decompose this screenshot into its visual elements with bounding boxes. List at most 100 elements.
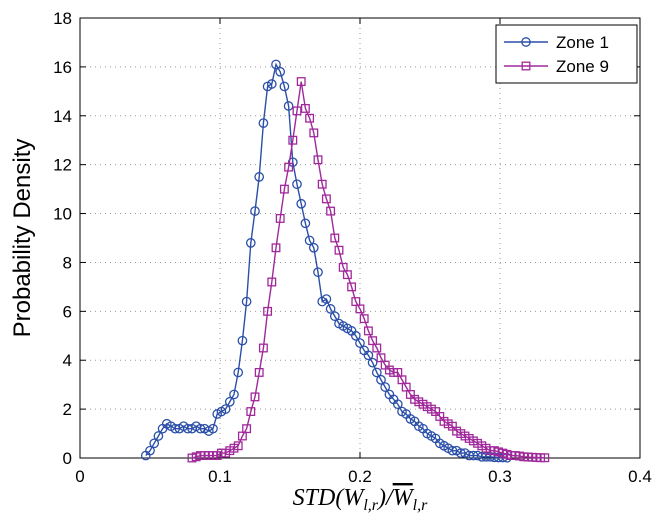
axis-ticks: 0 0.1 0.2 0.3 0.4 0 2 4 6 8 10 12 14 16 18 bbox=[53, 9, 652, 486]
data-point bbox=[540, 453, 550, 463]
y-tick-label: 8 bbox=[63, 253, 72, 272]
data-point bbox=[241, 296, 252, 307]
data-point bbox=[267, 277, 277, 287]
y-tick-label: 6 bbox=[63, 302, 72, 321]
data-point bbox=[305, 113, 315, 123]
data-point bbox=[263, 306, 273, 316]
data-point bbox=[224, 396, 235, 407]
data-point bbox=[275, 213, 285, 223]
series-line bbox=[191, 81, 545, 459]
grid bbox=[80, 18, 640, 458]
x-tick-label: 0.3 bbox=[488, 467, 512, 486]
data-point bbox=[208, 423, 218, 434]
data-point bbox=[182, 423, 193, 434]
legend-label-zone-1: Zone 1 bbox=[556, 33, 609, 52]
data-point bbox=[350, 330, 361, 341]
data-point bbox=[371, 367, 382, 378]
data-point bbox=[258, 343, 268, 353]
series-zone-9 bbox=[187, 77, 550, 463]
data-point bbox=[245, 238, 256, 248]
legend-label-zone-9: Zone 9 bbox=[556, 57, 609, 76]
data-point bbox=[233, 367, 244, 378]
data-point bbox=[326, 206, 336, 216]
data-point bbox=[308, 242, 319, 253]
data-point bbox=[149, 438, 160, 449]
data-point bbox=[266, 79, 277, 89]
legend-marker-zone-1 bbox=[521, 37, 531, 47]
y-tick-label: 16 bbox=[53, 58, 72, 77]
data-point bbox=[279, 184, 289, 194]
x-tick-label: 0 bbox=[75, 467, 84, 486]
y-tick-label: 0 bbox=[63, 449, 72, 468]
data-point bbox=[300, 218, 311, 229]
data-point bbox=[254, 172, 265, 182]
data-point bbox=[271, 243, 281, 253]
data-point bbox=[250, 392, 260, 402]
data-point bbox=[359, 314, 369, 324]
x-tick-label: 0.1 bbox=[208, 467, 232, 486]
data-point bbox=[329, 311, 340, 322]
data-point bbox=[355, 338, 365, 348]
data-point bbox=[455, 448, 466, 458]
data-point bbox=[296, 77, 306, 87]
data-point bbox=[355, 304, 365, 314]
data-point bbox=[376, 374, 386, 385]
series-line bbox=[145, 62, 508, 459]
data-point bbox=[313, 267, 323, 278]
data-point bbox=[292, 106, 302, 116]
data-point bbox=[363, 350, 374, 361]
data-point bbox=[237, 335, 248, 346]
data-point bbox=[447, 445, 458, 456]
data-point bbox=[313, 155, 323, 165]
y-tick-label: 2 bbox=[63, 400, 72, 419]
data-point bbox=[321, 194, 331, 204]
data-point bbox=[220, 404, 231, 414]
data-point bbox=[288, 135, 298, 145]
data-point bbox=[317, 179, 327, 189]
data-point bbox=[342, 270, 352, 280]
data-point bbox=[170, 423, 181, 434]
data-point bbox=[363, 326, 373, 336]
data-point bbox=[195, 423, 206, 434]
data-point bbox=[246, 407, 256, 417]
data-point bbox=[330, 233, 340, 243]
legend-marker-zone-9 bbox=[521, 61, 531, 71]
data-point bbox=[296, 198, 307, 209]
data-point bbox=[300, 103, 310, 113]
legend: Zone 1 Zone 9 bbox=[495, 24, 638, 84]
data-point bbox=[372, 343, 382, 353]
data-point bbox=[380, 382, 391, 392]
data-point bbox=[254, 367, 264, 377]
data-point bbox=[392, 399, 403, 410]
data-point bbox=[242, 424, 252, 434]
data-point bbox=[309, 128, 319, 138]
data-point bbox=[229, 389, 239, 400]
data-point bbox=[283, 101, 294, 111]
data-point bbox=[275, 66, 286, 77]
y-tick-label: 4 bbox=[63, 351, 72, 370]
data-point bbox=[250, 206, 260, 216]
y-tick-label: 10 bbox=[53, 205, 72, 224]
data-point bbox=[292, 179, 302, 190]
data-point bbox=[347, 282, 357, 292]
x-axis-label: STD(Wl,r)/Wl,r bbox=[293, 485, 428, 514]
data-point bbox=[304, 235, 315, 246]
y-tick-label: 18 bbox=[53, 9, 72, 28]
data-point bbox=[334, 245, 344, 255]
data-point bbox=[233, 441, 243, 451]
y-tick-label: 14 bbox=[53, 107, 72, 126]
x-tick-label: 0.2 bbox=[348, 467, 372, 486]
legend-box bbox=[495, 24, 638, 84]
data-point bbox=[325, 304, 336, 314]
data-point bbox=[271, 59, 281, 70]
series-zone-1 bbox=[140, 59, 512, 463]
data-point bbox=[284, 162, 294, 172]
data-point bbox=[279, 81, 290, 92]
y-axis-label: Probability Density bbox=[9, 139, 36, 338]
data-point bbox=[153, 431, 164, 441]
data-point bbox=[321, 294, 332, 304]
x-tick-label: 0.4 bbox=[628, 467, 652, 486]
y-tick-label: 12 bbox=[53, 156, 72, 175]
data-point bbox=[367, 357, 378, 368]
